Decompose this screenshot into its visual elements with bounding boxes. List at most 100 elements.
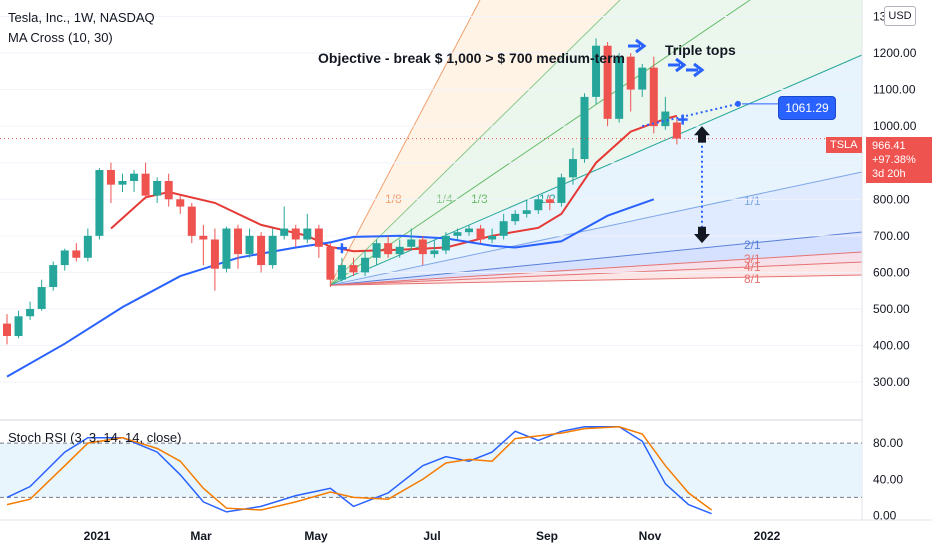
candle-body [326, 246, 335, 280]
down-arrow-icon [694, 226, 710, 244]
stoch-tick-label: 80.00 [873, 436, 903, 450]
fan-line [329, 54, 863, 286]
candle-body [14, 316, 23, 337]
candle-body [199, 235, 208, 240]
candle-body [626, 56, 635, 90]
candle-body [395, 246, 404, 255]
candle-body [534, 199, 543, 211]
candle-body [245, 235, 254, 255]
gann-fan: 1/81/41/31/21/12/13/14/18/1 [329, 0, 863, 286]
price-tick-label: 400.00 [873, 339, 910, 353]
candle-body [280, 228, 289, 236]
candle-body [522, 210, 531, 214]
candle-body [476, 228, 485, 240]
stoch-tick-label: 40.00 [873, 472, 903, 486]
candle-body [580, 96, 589, 160]
candle-body [488, 235, 497, 240]
pointer-arrow-icon [635, 38, 647, 54]
candle-body [106, 170, 115, 185]
candle-body [257, 235, 266, 266]
candle-body [511, 213, 520, 222]
candle-body [592, 45, 601, 97]
time-tick-label: 2021 [84, 529, 111, 543]
fan-line [329, 0, 621, 286]
time-tick-label: Jul [423, 529, 440, 543]
projection-line [642, 102, 739, 128]
candle-body [130, 173, 139, 181]
candle-body [372, 243, 381, 258]
time-tick-label: Sep [536, 529, 558, 543]
candle-body [499, 221, 508, 236]
last-price: 966.41 [872, 140, 906, 152]
candle-body [95, 170, 104, 236]
price-tick-label: 500.00 [873, 302, 910, 316]
currency-button[interactable]: USD [884, 6, 916, 26]
triple-tops-annotation: Triple tops [665, 42, 736, 58]
price-change: +97.38% [872, 154, 916, 166]
bar-time-left: 3d 20h [872, 168, 906, 180]
candle-body [545, 199, 554, 203]
candle-body [210, 239, 219, 269]
candle-body [187, 206, 196, 236]
fan-line [329, 251, 863, 286]
ticker-tag: TSLA [826, 137, 862, 153]
fan-line [329, 231, 863, 286]
fan-label: 3/1 [744, 252, 761, 266]
candle-body [176, 199, 185, 207]
stoch-rsi-legend[interactable]: Stoch RSI (3, 3, 14, 14, close) [8, 430, 182, 445]
candle-body [672, 122, 681, 139]
candle-body [37, 287, 46, 309]
candle-body [557, 177, 566, 203]
candle-body [234, 228, 242, 255]
pointer-arrow-icon [693, 62, 705, 78]
fan-line [329, 171, 863, 286]
candle-body [453, 232, 462, 236]
candle-body [26, 308, 35, 317]
candle-body [291, 228, 300, 240]
stoch-rsi-pane: 0.00 40.00 80.00 [0, 419, 903, 522]
candle-body [141, 173, 150, 196]
stoch-band [0, 443, 862, 498]
projection-point [735, 100, 741, 107]
candle-body [418, 239, 427, 255]
ma-cross-legend[interactable]: MA Cross (10, 30) [8, 30, 113, 45]
price-tick-label: 300.00 [873, 375, 910, 389]
candle-body [60, 250, 69, 266]
candle-body [384, 243, 393, 255]
symbol-title[interactable]: Tesla, Inc., 1W, NASDAQ [8, 10, 155, 25]
candle-body [568, 159, 577, 178]
price-tick-label: 1000.00 [873, 119, 917, 133]
price-tick-label: 1200.00 [873, 46, 917, 60]
up-arrow-icon [694, 126, 710, 143]
drawings [0, 38, 862, 254]
candle-body [222, 228, 231, 269]
time-tick-label: Mar [190, 529, 212, 543]
candle-body [661, 111, 670, 127]
candle-body [3, 323, 11, 337]
candle-body [49, 265, 58, 288]
candle-body [118, 180, 127, 185]
price-tick-label: 800.00 [873, 192, 910, 206]
candle-body [638, 67, 647, 90]
candle-body [441, 235, 450, 251]
candle-body [164, 180, 173, 200]
stoch-line-d [6, 426, 713, 511]
candle-body [72, 250, 81, 258]
candle-body [361, 257, 370, 273]
grid [0, 15, 862, 383]
time-tick-label: Nov [639, 529, 662, 543]
fan-line [329, 0, 751, 286]
fan-label: 4/1 [744, 260, 761, 274]
price-tick-label: 600.00 [873, 265, 910, 279]
target-price-label: 1061.29 [778, 96, 836, 120]
time-tick-label: May [304, 529, 328, 543]
candles [3, 38, 681, 345]
fan-zone [330, 0, 862, 286]
candle-body [83, 235, 92, 258]
fan-label: 8/1 [744, 272, 761, 286]
fan-line [329, 261, 863, 286]
candle-body [268, 235, 277, 266]
stoch-tick-label: 0.00 [873, 508, 897, 522]
candle-body [337, 265, 346, 280]
